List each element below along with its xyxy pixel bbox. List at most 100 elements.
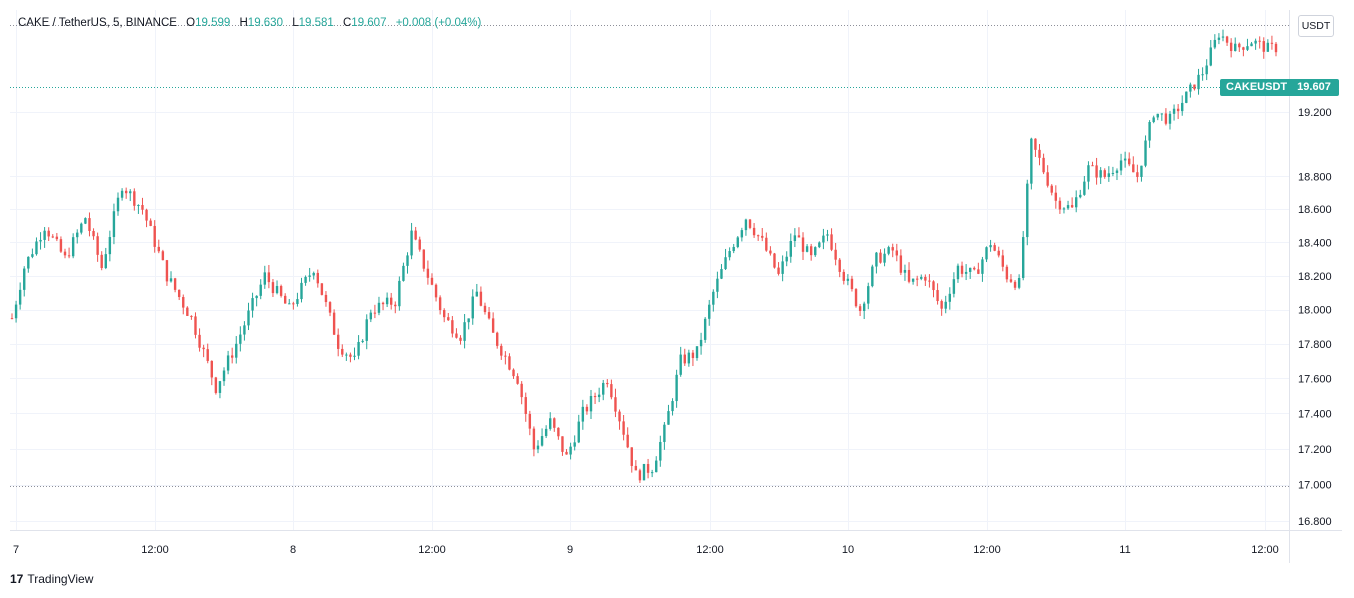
candle-body xyxy=(1050,185,1053,193)
price-tick-label: 17.200 xyxy=(1298,444,1332,456)
candle-body xyxy=(194,316,197,335)
candle-body xyxy=(385,297,389,305)
candle-body xyxy=(687,352,691,364)
candle-body xyxy=(642,464,646,481)
candle-body xyxy=(235,343,238,358)
candle-body xyxy=(1266,42,1270,52)
candle-body xyxy=(952,279,956,294)
candle-body xyxy=(1250,43,1253,47)
candle-body xyxy=(744,219,748,231)
tradingview-brand[interactable]: 17 TradingView xyxy=(10,572,93,586)
candlestick-series xyxy=(10,29,1278,483)
candle-body xyxy=(797,235,801,238)
candle-body xyxy=(1046,172,1049,186)
candle-body xyxy=(182,297,185,308)
candle-body xyxy=(361,340,364,342)
candle-body xyxy=(581,406,585,422)
candle-body xyxy=(781,261,784,274)
candle-body xyxy=(895,250,898,256)
candle-body xyxy=(524,397,527,414)
price-axis[interactable]: 16.800 17.000 17.200 17.400 17.600 17.800 18.0… xyxy=(1289,10,1332,563)
candle-body xyxy=(1234,43,1237,52)
candle-body xyxy=(634,465,638,471)
candle-body xyxy=(1148,122,1151,141)
candle-body xyxy=(789,241,792,257)
time-tick-label: 9 xyxy=(567,544,573,556)
currency-button[interactable]: USDT xyxy=(1298,15,1334,37)
candle-body xyxy=(222,370,226,382)
legend-open-value: 19.599 xyxy=(195,17,231,29)
legend-symbol[interactable]: CAKE / TetherUS, 5, BINANCE xyxy=(18,17,177,29)
candle-body xyxy=(1197,74,1200,90)
candle-body xyxy=(805,246,809,252)
time-tick-label: 12:00 xyxy=(1251,544,1279,556)
candle-body xyxy=(593,396,597,398)
candle-body xyxy=(35,241,38,255)
candle-body xyxy=(993,245,996,251)
candle-body xyxy=(602,382,605,395)
time-axis[interactable]: 7 12:00 8 12:00 9 12:00 10 12:00 11 12:00 xyxy=(10,530,1342,557)
candle-body xyxy=(989,245,992,248)
candle-body xyxy=(1185,91,1188,103)
price-tick-label: 19.200 xyxy=(1298,107,1332,119)
candle-body xyxy=(565,451,568,455)
candle-body xyxy=(186,307,189,316)
candle-body xyxy=(169,278,173,282)
candle-body xyxy=(589,396,593,412)
candle-body xyxy=(406,255,409,266)
candle-body xyxy=(292,303,295,305)
candle-body xyxy=(308,275,311,277)
candle-body xyxy=(960,265,964,274)
candle-body xyxy=(793,235,797,242)
time-tick-label: 7 xyxy=(13,544,19,556)
candle-body xyxy=(55,236,59,240)
candle-body xyxy=(520,383,523,398)
candle-body xyxy=(230,355,234,358)
candle-body xyxy=(1254,40,1257,44)
candle-body xyxy=(137,205,140,207)
candle-body xyxy=(1274,43,1278,53)
candle-body xyxy=(553,418,556,428)
candle-body xyxy=(463,322,466,341)
candle-body xyxy=(443,310,446,318)
price-tick-label: 18.000 xyxy=(1298,305,1332,317)
candle-body xyxy=(43,230,46,240)
candle-body xyxy=(312,272,315,276)
candle-body xyxy=(610,384,613,398)
candle-body xyxy=(557,427,560,437)
candle-body xyxy=(1009,279,1013,282)
candle-body xyxy=(483,305,487,313)
candle-body xyxy=(426,268,430,278)
candle-body xyxy=(14,304,18,319)
candle-body xyxy=(414,230,417,240)
legend-change-value: +0.008 (+0.04%) xyxy=(395,17,482,29)
candle-body xyxy=(915,278,919,280)
candle-body xyxy=(116,197,120,212)
candle-body xyxy=(862,303,866,311)
price-tick-label: 16.800 xyxy=(1298,516,1332,528)
candle-body xyxy=(455,333,458,338)
candle-body xyxy=(956,265,960,280)
candle-body xyxy=(267,272,271,283)
candle-body xyxy=(320,283,324,295)
candle-body xyxy=(985,247,988,260)
time-tick-label: 8 xyxy=(290,544,296,556)
candle-body xyxy=(728,251,731,258)
candle-body xyxy=(842,271,845,281)
candle-body xyxy=(899,255,903,273)
candle-body xyxy=(10,318,14,320)
candle-body xyxy=(1095,165,1098,178)
candle-body xyxy=(659,441,662,461)
price-tick-label: 17.000 xyxy=(1298,480,1332,492)
candle-body xyxy=(773,253,776,268)
candle-body xyxy=(1176,108,1180,112)
candle-body xyxy=(1115,170,1119,173)
symbol-price-label: CAKEUSDT xyxy=(1220,79,1294,96)
candle-body xyxy=(1022,237,1025,278)
candle-body xyxy=(177,289,181,298)
candle-body xyxy=(239,334,242,344)
candle-body xyxy=(655,460,658,473)
candle-body xyxy=(487,312,491,319)
candle-body xyxy=(410,230,413,256)
